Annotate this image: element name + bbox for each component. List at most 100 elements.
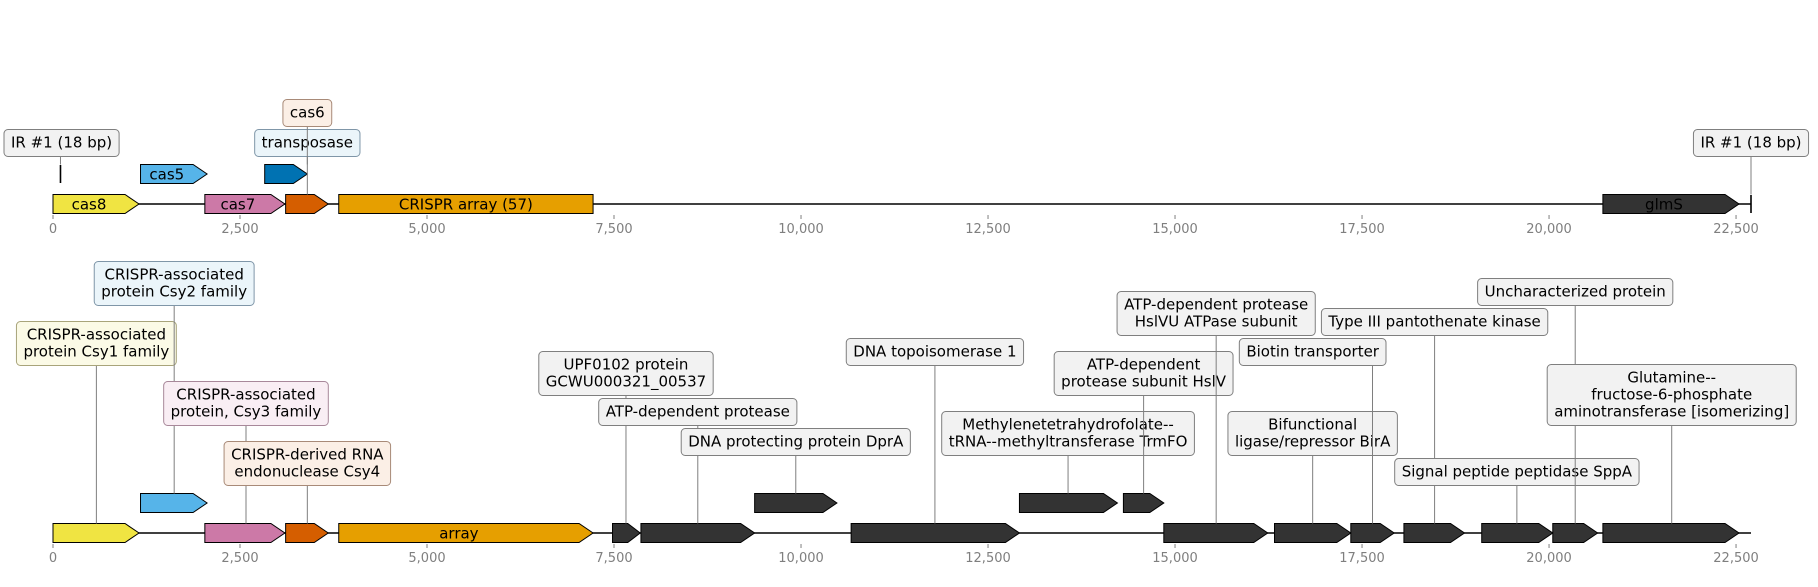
axis-tick-label: 20,000	[1526, 551, 1572, 566]
annotation-text: fructose-6-phosphate	[1591, 386, 1752, 404]
annotation-text: protein Csy2 family	[101, 283, 247, 301]
annotation-text: tRNA--methyltransferase TrmFO	[949, 433, 1188, 451]
axis-tick-label: 0	[49, 222, 57, 237]
annotation-box	[680, 428, 911, 456]
annotation-text: ATP-dependent	[1087, 356, 1201, 374]
annotation-box	[223, 441, 392, 486]
annotation-text: IR #1 (18 bp)	[1700, 134, 1801, 152]
top-track-panel: 0 2,500 5,000 7,500 10,000 12,500 15,000 17,500…	[3, 99, 1810, 237]
axis-tick-label: 20,000	[1526, 222, 1572, 237]
gene-arrow-transposase	[264, 164, 309, 184]
annotation-text: CRISPR-associated	[27, 326, 166, 344]
annotation-topo1: DNA topoisomerase 1	[845, 338, 1025, 524]
gene-label-array: array	[439, 525, 478, 543]
annotation-ir-right: IR #1 (18 bp)	[1692, 129, 1810, 195]
axis-tick-label: 17,500	[1339, 222, 1385, 237]
annotation-text: ATP-dependent protease	[606, 403, 790, 421]
annotation-box	[163, 381, 329, 426]
gene-arrow-atp-protease	[640, 523, 756, 543]
gene-arrow-crispr_array	[338, 194, 594, 214]
annotation-box	[3, 129, 120, 157]
annotation-box	[282, 99, 333, 127]
annotation-text: aminotransferase [isomerizing]	[1554, 403, 1789, 421]
gene-arrow-cas8	[52, 194, 140, 214]
annotation-text: protein, Csy3 family	[171, 403, 322, 421]
axis-tick-label: 10,000	[778, 222, 824, 237]
annotation-box	[15, 321, 177, 366]
gene-arrow-csy2	[140, 493, 208, 513]
annotation-text: Type III pantothenate kinase	[1327, 313, 1540, 331]
gene-arrow-sppA	[1481, 523, 1554, 543]
axis-tick-label: 17,500	[1339, 551, 1385, 566]
axis-tick-label: 7,500	[595, 551, 632, 566]
axis-tick-label: 22,500	[1713, 551, 1759, 566]
gene-arrow-cas7	[204, 194, 286, 214]
gene-arrow-array	[338, 523, 594, 543]
annotation-box	[1227, 411, 1398, 456]
bottom-track-panel: 0 2,500 5,000 7,500 10,000 12,500 15,000 17,500…	[15, 261, 1797, 566]
gene-label-crispr_array: CRISPR array (57)	[399, 196, 533, 214]
gene-label-cas8: cas8	[72, 196, 107, 214]
annotation-text: Glutamine--	[1627, 369, 1716, 387]
annotation-box	[1394, 458, 1640, 486]
annotation-text: HslVU ATPase subunit	[1135, 313, 1298, 331]
annotation-pantothenate-kinase: Type III pantothenate kinase	[1320, 308, 1549, 524]
annotation-trmfo: Methylenetetrahydrofolate--tRNA--methylt…	[941, 411, 1195, 494]
annotation-text: GCWU000321_00537	[546, 373, 706, 392]
annotation-text: UPF0102 protein	[564, 356, 689, 374]
annotation-box	[845, 338, 1025, 366]
axis-tick-label: 2,500	[221, 222, 258, 237]
gene-arrow-dprA	[754, 493, 838, 513]
annotation-text: endonuclease Csy4	[234, 463, 380, 481]
annotation-text: Bifunctional	[1268, 416, 1357, 434]
gene-arrow-csy3	[204, 523, 286, 543]
annotation-text: Biotin transporter	[1246, 343, 1379, 361]
annotation-text: CRISPR-associated	[104, 266, 243, 284]
annotation-text: Signal peptide peptidase SppA	[1402, 463, 1633, 481]
gene-label-cas7: cas7	[220, 196, 255, 214]
axis-tick-label: 0	[49, 551, 57, 566]
annotation-sppA: Signal peptide peptidase SppA	[1394, 458, 1640, 524]
annotation-box	[93, 261, 255, 306]
annotation-dprA: DNA protecting protein DprA	[680, 428, 911, 494]
annotation-text: ligase/repressor BirA	[1235, 433, 1391, 451]
gene-arrow-hslv	[1122, 493, 1165, 513]
gene-arrow-uncharacterized	[1552, 523, 1599, 543]
axis-tick-label: 5,000	[408, 551, 445, 566]
annotation-box	[1320, 308, 1549, 336]
annotation-box	[1116, 291, 1316, 336]
annotation-cas6: cas6	[282, 99, 333, 195]
annotation-text: DNA topoisomerase 1	[853, 343, 1016, 361]
gene-arrow-upf0102	[612, 523, 642, 543]
gene-arrow-cas5	[140, 164, 208, 184]
axis-tick-label: 2,500	[221, 551, 258, 566]
annotation-text: protein Csy1 family	[23, 343, 169, 361]
gene-arrow-cas6	[285, 194, 330, 214]
annotation-box	[1238, 338, 1387, 366]
annotation-text: cas6	[290, 104, 325, 122]
gene-arrow-biotin-transporter	[1350, 523, 1396, 543]
annotation-text: CRISPR-derived RNA	[231, 446, 384, 464]
annotation-text: CRISPR-associated	[176, 386, 315, 404]
annotation-uncharacterized: Uncharacterized protein	[1477, 278, 1674, 524]
gene-arrow-hslu	[1163, 523, 1269, 543]
axis-tick-label: 10,000	[778, 551, 824, 566]
annotation-box	[598, 398, 798, 426]
gene-arrow-csy1	[52, 523, 140, 543]
annotation-text: protease subunit HslV	[1061, 373, 1227, 391]
gene-arrow-birA-bifunctional	[1274, 523, 1352, 543]
annotation-box	[1692, 129, 1810, 157]
annotation-box	[1477, 278, 1674, 306]
gene-arrow-csy4	[285, 523, 330, 543]
gene-arrow-trmfo	[1018, 493, 1119, 513]
annotation-box	[1053, 351, 1234, 396]
annotation-box	[1546, 364, 1797, 426]
